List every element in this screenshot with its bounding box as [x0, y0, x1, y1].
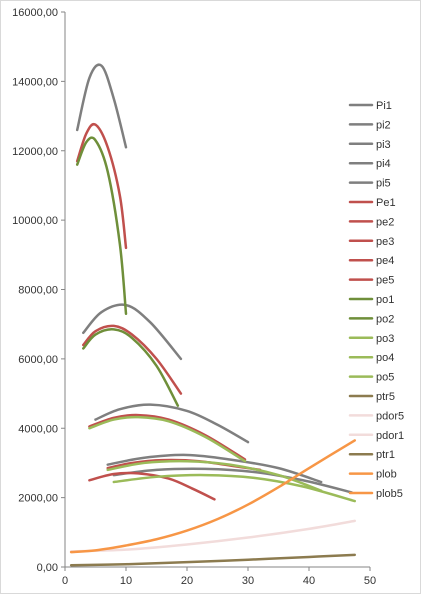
y-tick-label: 8000,00: [18, 285, 58, 297]
y-tick-label: 16000,00: [12, 7, 58, 19]
series-line-pdor5: [69, 519, 356, 553]
x-tick-label: 0: [62, 575, 68, 587]
legend-label: pe3: [376, 236, 394, 248]
legend-label: po4: [376, 352, 394, 364]
series-line-ptr5: [69, 553, 356, 567]
legend-label: po1: [376, 294, 394, 306]
y-tick-label: 14000,00: [12, 76, 58, 88]
legend-label: pe4: [376, 255, 394, 267]
chart-series: [69, 63, 356, 567]
legend-label: Pe1: [376, 197, 396, 209]
x-tick-label: 10: [120, 575, 132, 587]
series-line-pi5: [112, 467, 353, 494]
series-line-pe1: [75, 122, 128, 250]
legend-label: pdor1: [376, 430, 404, 442]
legend-label: ptr5: [376, 391, 395, 403]
series-line-po2: [82, 328, 180, 407]
legend-label: pi5: [376, 178, 391, 190]
legend-label: pe2: [376, 216, 394, 228]
series-line-pe3: [88, 413, 247, 461]
x-tick-label: 50: [364, 575, 376, 587]
legend-label: pi3: [376, 139, 391, 151]
series-line-pi1: [75, 63, 128, 149]
legend-label: po3: [376, 333, 394, 345]
chart-axes: 0,00 2000,00 4000,00 6000,00 8000,00 10000,00…: [12, 7, 376, 587]
legend-label: ptr1: [376, 449, 395, 461]
y-tick-label: 10000,00: [12, 215, 58, 227]
series-line-po5: [112, 473, 356, 503]
series-line-pi4: [106, 453, 323, 484]
legend-label: pi4: [376, 158, 391, 170]
y-tick-label: 6000,00: [18, 354, 58, 366]
series-line-po3: [88, 415, 247, 463]
legend-label: plob5: [376, 488, 403, 500]
legend-label: pi2: [376, 119, 391, 131]
y-tick-label: 0,00: [37, 562, 58, 574]
series-line-pe2: [82, 324, 183, 395]
series-line-po4: [106, 459, 323, 492]
y-tick-label: 2000,00: [18, 493, 58, 505]
legend-label: po5: [376, 372, 394, 384]
x-tick-label: 40: [303, 575, 315, 587]
series-line-plob: [69, 439, 356, 554]
series-line-pi3: [94, 403, 250, 444]
legend-label: pe5: [376, 275, 394, 287]
legend-label: po2: [376, 313, 394, 325]
legend-label: plob: [376, 469, 397, 481]
series-line-pe5: [88, 471, 216, 501]
x-tick-label: 30: [242, 575, 254, 587]
x-tick-label: 20: [181, 575, 193, 587]
y-tick-label: 4000,00: [18, 423, 58, 435]
chart-legend: Pi1 pi2 pi3 pi4 pi5 Pe1 pe2 pe3 pe4 pe5 po1 po2 po3 p…: [348, 100, 404, 500]
legend-label: Pi1: [376, 100, 392, 112]
series-line-po1: [75, 136, 128, 316]
y-tick-label: 12000,00: [12, 146, 58, 158]
legend-label: pdor5: [376, 410, 404, 422]
